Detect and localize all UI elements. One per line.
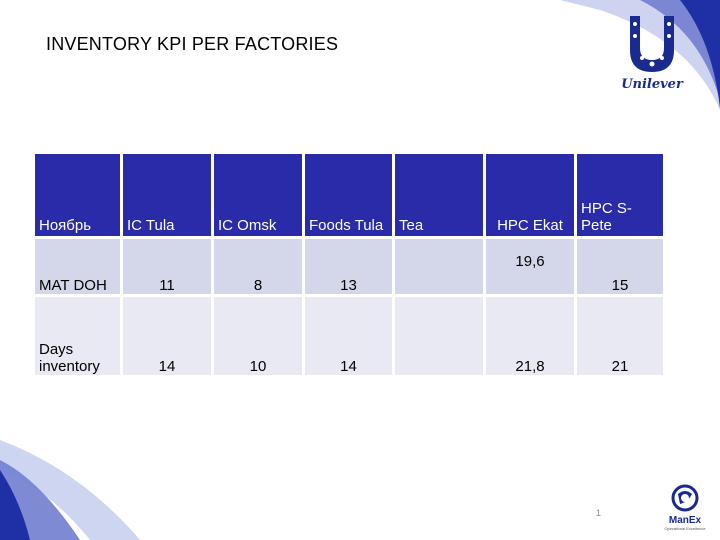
header-foods-tula: Foods Tula <box>305 154 392 236</box>
header-hpc-spete: HPC S-Pete <box>577 154 663 236</box>
page-number: 1 <box>596 508 602 518</box>
cell-value: 8 <box>214 239 302 294</box>
unilever-u-icon <box>630 16 674 72</box>
manex-logo-subtitle: Operational Excellence <box>664 526 706 531</box>
header-ic-tula: IC Tula <box>123 154 211 236</box>
unilever-logo: Unilever <box>620 14 684 98</box>
manex-globe-icon <box>671 484 699 512</box>
cell-value: 19,6 <box>515 253 545 270</box>
header-hpc-ekat: HPC Ekat <box>486 154 574 236</box>
table-row: Days inventory 14 10 14 21,8 21 <box>35 297 663 375</box>
row-divider <box>35 236 663 239</box>
cell-value: 11 <box>123 239 211 294</box>
cell-value <box>395 239 483 294</box>
inventory-kpi-table: Ноябрь IC Tula IC Omsk Foods Tula Tea HP… <box>32 154 666 375</box>
cell-value: 14 <box>305 297 392 375</box>
unilever-logo-text: Unilever <box>621 77 683 92</box>
header-ic-omsk: IC Omsk <box>214 154 302 236</box>
table-header-row: Ноябрь IC Tula IC Omsk Foods Tula Tea HP… <box>35 154 663 236</box>
manex-logo: ManEx Operational Excellence <box>652 484 718 531</box>
cell-value <box>395 297 483 375</box>
cell-value: 21 <box>577 297 663 375</box>
cell-value: 15 <box>577 239 663 294</box>
header-tea: Tea <box>395 154 483 236</box>
table-row: MAT DOH 11 8 13 19,6 15 <box>35 239 663 294</box>
header-month: Ноябрь <box>35 154 120 236</box>
row-divider <box>35 294 663 297</box>
row-label-mat-doh: MAT DOH <box>35 239 120 294</box>
manex-logo-text: ManEx <box>668 515 702 526</box>
page-title: INVENTORY KPI PER FACTORIES <box>46 34 339 54</box>
cell-value: 21,8 <box>486 297 574 375</box>
cell-value: 13 <box>305 239 392 294</box>
cell-value-hpc-ekat: 19,6 <box>486 239 574 294</box>
cell-value: 10 <box>214 297 302 375</box>
cell-value: 14 <box>123 297 211 375</box>
row-label-days-inventory: Days inventory <box>35 297 120 375</box>
